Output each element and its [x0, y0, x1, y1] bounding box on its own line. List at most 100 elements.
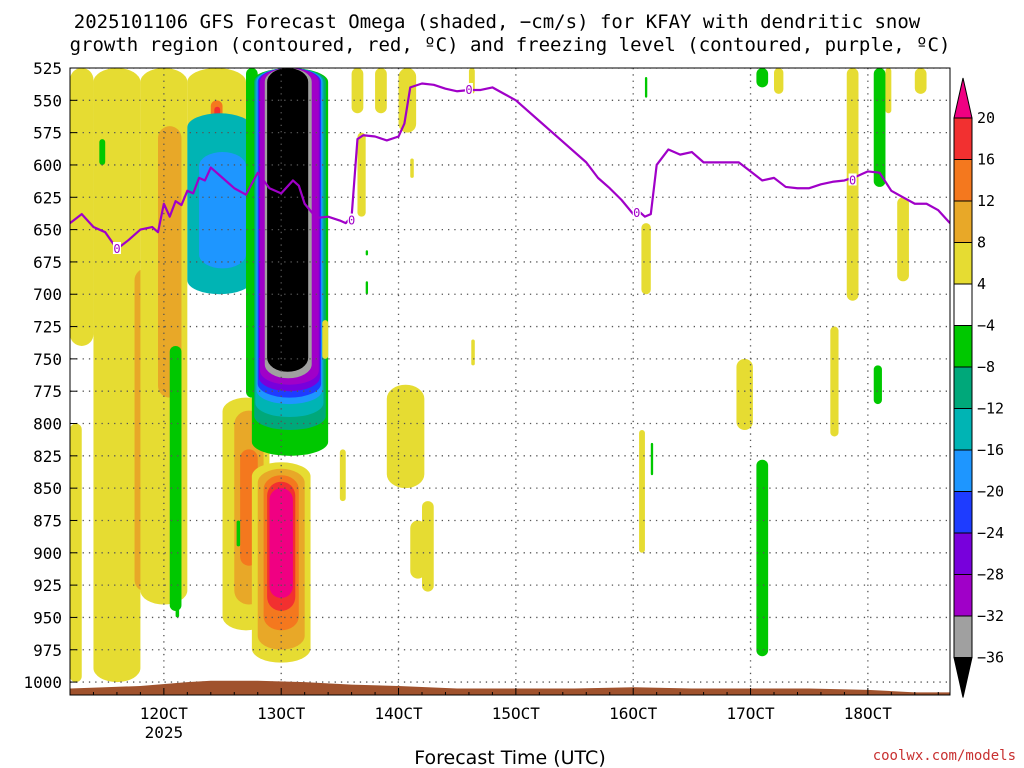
- colorbar-segment: [953, 366, 973, 409]
- x-tick-label: 16OCT: [609, 704, 658, 723]
- omega-region: [914, 68, 927, 94]
- y-tick-label: 550: [33, 91, 62, 110]
- y-tick-label: 600: [33, 156, 62, 175]
- x-axis-label: Forecast Time (UTC): [414, 747, 605, 768]
- omega-region: [375, 68, 387, 114]
- omega-region: [365, 250, 369, 256]
- colorbar-segment: [953, 117, 973, 160]
- omega-region: [736, 358, 753, 430]
- omega-region: [339, 449, 346, 502]
- omega-region: [169, 345, 182, 611]
- y-tick-label: 525: [33, 59, 62, 78]
- colorbar-segment: [953, 491, 973, 534]
- x-tick-label: 12OCT: [140, 704, 189, 723]
- colorbar-segment: [953, 408, 973, 451]
- colorbar-segment: [953, 325, 973, 368]
- omega-region: [756, 68, 769, 88]
- x-tick-label: 17OCT: [726, 704, 775, 723]
- y-tick-label: 575: [33, 124, 62, 143]
- colorbar-segment: [953, 615, 973, 658]
- colorbar-label: 12: [977, 192, 995, 210]
- omega-region: [641, 223, 651, 295]
- y-axis: 525 550 575 600 625 650 675 700 725 750 775 800 825 8…: [23, 59, 77, 692]
- y-tick-label: 725: [33, 318, 62, 337]
- contour-label-mask: [112, 241, 121, 254]
- colorbar-segment: [953, 283, 973, 326]
- y-tick-label: 850: [33, 479, 62, 498]
- contour-label: 0: [633, 206, 640, 220]
- colorbar-segment: [953, 242, 973, 285]
- omega-region: [873, 365, 882, 405]
- y-tick-label: 825: [33, 447, 62, 466]
- x-tick-label: 18OCT: [844, 704, 893, 723]
- ground-surface: [70, 680, 950, 695]
- omega-region: [351, 68, 364, 114]
- omega-region: [322, 320, 329, 359]
- colorbar-segment: [953, 200, 973, 243]
- y-tick-label: 925: [33, 576, 62, 595]
- omega-region: [175, 591, 180, 618]
- colorbar-label: −8: [977, 358, 995, 376]
- colorbar-label: −36: [977, 649, 1004, 667]
- y-tick-label: 700: [33, 285, 62, 304]
- colorbar-label: 8: [977, 234, 986, 252]
- y-tick-label: 625: [33, 188, 62, 207]
- contour-label-mask: [464, 82, 473, 95]
- contour-label: 0: [113, 242, 120, 256]
- colorbar-label: 16: [977, 151, 995, 169]
- omega-region: [93, 68, 141, 683]
- y-tick-label: 875: [33, 511, 62, 530]
- y-tick-label: 900: [33, 544, 62, 563]
- omega-region: [410, 158, 414, 178]
- omega-region: [774, 68, 784, 94]
- x-tick-label: 14OCT: [374, 704, 423, 723]
- colorbar-label: 20: [977, 109, 995, 127]
- plot-area: 0 0 0 0 0: [70, 68, 950, 695]
- contour-label: 0: [465, 83, 472, 97]
- contour-label: 0: [849, 173, 856, 187]
- omega-region: [410, 520, 426, 579]
- freezing-level-contour: 0 0 0 0 0: [70, 82, 950, 256]
- y-tick-label: 650: [33, 221, 62, 240]
- omega-region: [99, 139, 106, 165]
- y-tick-label: 775: [33, 382, 62, 401]
- omega-region: [70, 68, 94, 346]
- colorbar-label: −4: [977, 317, 995, 335]
- colorbar-top-arrow: [953, 77, 973, 119]
- colorbar: 20 16 12 8 4 −4 −8 −12 −16 −20 −24 −28 −32 −36: [953, 77, 1004, 698]
- omega-shading: [70, 68, 927, 683]
- freezing-level-line: [70, 82, 950, 251]
- y-tick-label: 950: [33, 608, 62, 627]
- omega-region: [199, 152, 246, 269]
- colorbar-label: 4: [977, 275, 986, 293]
- colorbar-segment: [953, 449, 973, 492]
- contour-label-mask: [848, 173, 857, 186]
- omega-region: [830, 326, 839, 437]
- colorbar-label: −32: [977, 607, 1004, 625]
- omega-region: [236, 520, 241, 547]
- colorbar-segment: [953, 159, 973, 202]
- colorbar-bottom-arrow: [953, 657, 973, 698]
- omega-region: [644, 77, 648, 98]
- colorbar-label: −20: [977, 483, 1004, 501]
- y-tick-label: 1000: [23, 673, 62, 692]
- y-tick-label: 800: [33, 415, 62, 434]
- colorbar-label: −28: [977, 566, 1004, 584]
- credit-text: coolwx.com/models: [873, 748, 1016, 764]
- omega-region: [365, 281, 369, 295]
- chart-title-line-1: 2025101106 GFS Forecast Omega (shaded, −…: [74, 11, 921, 33]
- y-tick-label: 750: [33, 350, 62, 369]
- omega-region: [650, 442, 654, 476]
- chart-title-line-2: growth region (contoured, red, ºC) and f…: [70, 34, 951, 56]
- omega-region: [357, 132, 366, 217]
- omega-region: [756, 459, 769, 657]
- colorbar-segment: [953, 532, 973, 575]
- x-tick-sublabel: 2025: [145, 723, 184, 742]
- plot-frame: [69, 67, 951, 696]
- omega-region: [386, 384, 425, 489]
- x-tick-label: 13OCT: [257, 704, 306, 723]
- omega-region: [897, 197, 909, 282]
- omega-region: [873, 68, 886, 187]
